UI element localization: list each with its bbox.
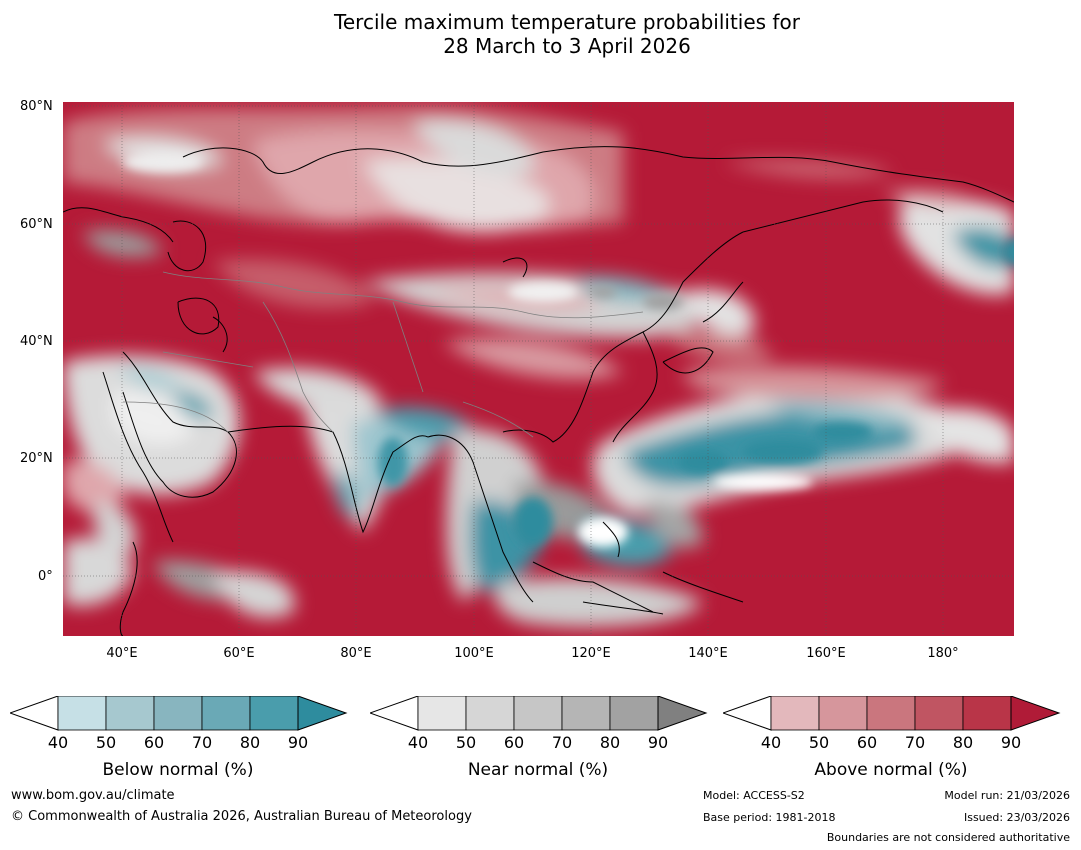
below-tick-50: 50 bbox=[95, 733, 117, 752]
above-tick-50: 50 bbox=[808, 733, 830, 752]
above-tick-60: 60 bbox=[856, 733, 878, 752]
footer-base-period: Base period: 1981-2018 bbox=[703, 811, 836, 824]
lon-label-180: 180° bbox=[927, 646, 959, 661]
coastlines bbox=[63, 146, 1014, 636]
lat-label-80n: 80°N bbox=[20, 99, 53, 114]
footer-model-run: Model run: 21/03/2026 bbox=[944, 789, 1070, 802]
lon-label-100e: 100°E bbox=[454, 646, 494, 661]
lon-label-120e: 120°E bbox=[571, 646, 611, 661]
above-normal-title: Above normal (%) bbox=[814, 760, 968, 780]
borders bbox=[122, 271, 644, 438]
near-tick-80: 80 bbox=[599, 733, 621, 752]
footer-issued: Issued: 23/03/2026 bbox=[963, 811, 1070, 824]
above-arrow-left bbox=[723, 696, 772, 731]
above-swatches bbox=[770, 696, 1012, 731]
footer-boundaries: Boundaries are not considered authoritat… bbox=[826, 831, 1070, 844]
graticule bbox=[63, 102, 1014, 636]
footer-copyright: © Commonwealth of Australia 2026, Austra… bbox=[11, 809, 472, 824]
below-arrow-right bbox=[297, 696, 348, 731]
above-arrow-right bbox=[1010, 696, 1061, 731]
below-swatch-4 bbox=[249, 696, 299, 731]
near-swatch-1 bbox=[465, 696, 515, 731]
above-tick-90: 90 bbox=[1000, 733, 1022, 752]
below-normal-colorbar bbox=[10, 696, 348, 731]
below-tick-60: 60 bbox=[143, 733, 165, 752]
below-swatch-1 bbox=[105, 696, 155, 731]
near-swatch-4 bbox=[609, 696, 659, 731]
lon-label-40e: 40°E bbox=[106, 646, 138, 661]
lon-label-60e: 60°E bbox=[223, 646, 255, 661]
below-tick-80: 80 bbox=[239, 733, 261, 752]
near-arrow-left bbox=[370, 696, 419, 731]
near-swatch-0 bbox=[417, 696, 467, 731]
near-arrow-right bbox=[657, 696, 708, 731]
title-line-2: 28 March to 3 April 2026 bbox=[443, 34, 691, 58]
below-normal-title: Below normal (%) bbox=[102, 760, 254, 780]
above-swatch-0 bbox=[770, 696, 820, 731]
below-tick-40: 40 bbox=[47, 733, 69, 752]
above-swatch-3 bbox=[914, 696, 964, 731]
below-tick-70: 70 bbox=[191, 733, 213, 752]
near-tick-50: 50 bbox=[455, 733, 477, 752]
above-tick-40: 40 bbox=[760, 733, 782, 752]
lat-label-20n: 20°N bbox=[20, 451, 53, 466]
near-normal-title: Near normal (%) bbox=[467, 760, 609, 780]
lon-label-160e: 160°E bbox=[806, 646, 846, 661]
near-normal-colorbar bbox=[370, 696, 708, 731]
probability-map bbox=[63, 102, 1014, 636]
below-swatch-3 bbox=[201, 696, 251, 731]
below-arrow-left bbox=[10, 696, 59, 731]
near-tick-90: 90 bbox=[647, 733, 669, 752]
above-swatch-4 bbox=[962, 696, 1012, 731]
above-swatch-2 bbox=[866, 696, 916, 731]
lat-label-40n: 40°N bbox=[20, 334, 53, 349]
below-tick-90: 90 bbox=[287, 733, 309, 752]
chart-title: Tercile maximum temperature probabilitie… bbox=[0, 10, 1081, 58]
footer-model: Model: ACCESS-S2 bbox=[703, 789, 805, 802]
above-tick-70: 70 bbox=[904, 733, 926, 752]
below-swatch-2 bbox=[153, 696, 203, 731]
lat-label-60n: 60°N bbox=[20, 217, 53, 232]
near-tick-40: 40 bbox=[407, 733, 429, 752]
footer-url[interactable]: www.bom.gov.au/climate bbox=[11, 788, 175, 803]
below-swatch-0 bbox=[57, 696, 107, 731]
lon-label-140e: 140°E bbox=[688, 646, 728, 661]
near-tick-70: 70 bbox=[551, 733, 573, 752]
near-swatches bbox=[417, 696, 659, 731]
lon-label-80e: 80°E bbox=[340, 646, 372, 661]
near-swatch-2 bbox=[513, 696, 563, 731]
title-line-1: Tercile maximum temperature probabilitie… bbox=[334, 10, 800, 34]
above-swatch-1 bbox=[818, 696, 868, 731]
below-swatches bbox=[57, 696, 299, 731]
near-swatch-3 bbox=[561, 696, 611, 731]
near-tick-60: 60 bbox=[503, 733, 525, 752]
above-tick-80: 80 bbox=[952, 733, 974, 752]
above-normal-colorbar bbox=[723, 696, 1061, 731]
lat-label-0: 0° bbox=[38, 569, 53, 584]
probability-fields bbox=[63, 106, 1014, 627]
